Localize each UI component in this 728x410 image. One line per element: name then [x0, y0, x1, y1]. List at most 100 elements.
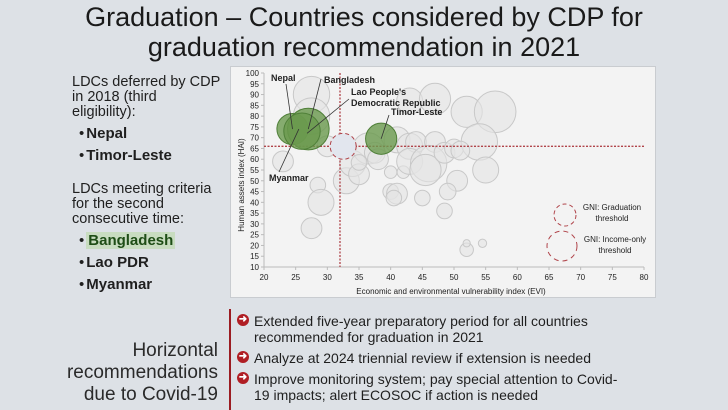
- country-myanmar: Myanmar: [79, 277, 232, 293]
- recommendation-3-line-2: 19 impacts; alert ECOSOC if action is ne…: [254, 387, 539, 403]
- timor-leste-bubble: [365, 122, 398, 155]
- y-tick-label: 60: [250, 155, 259, 164]
- ldc-bubble: [438, 182, 457, 201]
- myanmar-label: Myanmar: [269, 173, 309, 183]
- title-line-2: graduation recommendation in 2021: [147, 32, 581, 62]
- bubble-chart: 10 15 20 25 30 35 40 45 50 55 60 65 70 75 80 85 90 95 100 2…: [230, 66, 656, 298]
- x-tick-label: 50: [450, 273, 459, 282]
- legend-income-only-label-2: threshold: [599, 246, 632, 255]
- horizontal-recommendations-heading: Horizontal recommendations due to Covid-…: [0, 340, 218, 406]
- legend-income-only-label-1: GNI: Income-only: [584, 235, 646, 244]
- country-nepal: Nepal: [79, 126, 232, 142]
- myanmar-leader-line: [278, 128, 300, 173]
- x-tick-label: 40: [386, 273, 395, 282]
- x-tick-label: 45: [418, 273, 427, 282]
- circled-arrow-right-icon: ➜: [237, 372, 249, 384]
- x-tick-label: 20: [260, 273, 269, 282]
- y-tick-label: 25: [250, 231, 259, 240]
- timor-leste-leader-line: [380, 114, 390, 139]
- x-tick-label: 70: [576, 273, 585, 282]
- ldc-bubble: [307, 188, 335, 216]
- ldc-bubble: [414, 189, 431, 207]
- y-tick-label: 55: [250, 166, 259, 175]
- highlighted-bubbles: [276, 107, 398, 160]
- legend-graduation-label-1: GNI: Graduation: [583, 203, 641, 212]
- x-tick-label: 35: [355, 273, 364, 282]
- heading-line-2: recommendations: [66, 362, 218, 383]
- vertical-divider: [229, 309, 231, 410]
- country-timor-leste: Timor-Leste: [79, 148, 232, 164]
- x-tick-label: 75: [608, 273, 617, 282]
- recommendation-item: ➜ Improve monitoring system; pay special…: [237, 371, 677, 403]
- lao-label-2: Democratic Republic: [351, 98, 441, 108]
- bangladesh-highlight: Bangladesh: [86, 232, 176, 249]
- nepal-label: Nepal: [271, 73, 296, 83]
- y-tick-label: 100: [246, 69, 260, 78]
- country-bangladesh: Bangladesh: [79, 232, 232, 249]
- ldc-bubble: [477, 238, 488, 248]
- bangladesh-label: Bangladesh: [324, 75, 375, 85]
- second-time-group: LDCs meeting criteria for the second con…: [72, 182, 232, 293]
- x-tick-label: 55: [481, 273, 490, 282]
- x-tick-label: 30: [323, 273, 332, 282]
- ldc-bubble: [462, 239, 471, 248]
- ldc-bubble: [350, 154, 368, 171]
- recommendation-2-line-1: Analyze at 2024 triennial review if exte…: [254, 350, 591, 366]
- y-tick-label: 30: [250, 220, 259, 229]
- deferred-heading-2: in 2018 (third: [72, 89, 157, 105]
- x-tick-label: 60: [513, 273, 522, 282]
- axes: 1015202530354045505560657075808590951002…: [246, 69, 649, 282]
- deferred-heading-1: LDCs deferred by CDP: [72, 74, 221, 90]
- lao-pdr-bubble: [329, 132, 357, 160]
- y-tick-label: 70: [250, 134, 259, 143]
- circled-arrow-right-icon: ➜: [237, 351, 249, 363]
- heading-line-1: Horizontal: [132, 340, 218, 361]
- deferred-group: LDCs deferred by CDP in 2018 (third elig…: [72, 75, 232, 164]
- second-time-heading-1: LDCs meeting criteria: [72, 181, 212, 197]
- graduation-threshold-legend-icon: [553, 203, 577, 227]
- heading-line-3: due to Covid-19: [83, 384, 218, 405]
- y-tick-label: 20: [250, 241, 259, 250]
- myanmar-bubble: [283, 112, 321, 150]
- recommendation-3-line-1: Improve monitoring system; pay special a…: [254, 371, 618, 387]
- ldc-bubble: [450, 140, 471, 161]
- circled-arrow-right-icon: ➜: [237, 314, 249, 326]
- threshold-lines: [264, 73, 644, 267]
- ldc-bubble: [472, 156, 500, 184]
- legend-graduation-label-2: threshold: [596, 214, 629, 223]
- y-tick-label: 90: [250, 91, 259, 100]
- x-tick-label: 65: [545, 273, 554, 282]
- x-tick-label: 80: [640, 273, 649, 282]
- y-tick-label: 40: [250, 198, 259, 207]
- country-lists: LDCs deferred by CDP in 2018 (third elig…: [72, 75, 232, 307]
- ldc-bubble: [383, 165, 398, 179]
- country-lao-pdr: Lao PDR: [79, 255, 232, 271]
- y-tick-label: 15: [250, 252, 259, 261]
- second-time-heading-3: consecutive time:: [72, 211, 185, 227]
- ldc-bubble: [272, 150, 294, 173]
- timor-leste-label: Timor-Leste: [391, 107, 442, 117]
- y-tick-label: 35: [250, 209, 259, 218]
- ldc-bubble: [409, 153, 442, 187]
- x-tick-label: 25: [291, 273, 300, 282]
- ldc-bubble: [436, 202, 453, 220]
- ldc-bubble: [418, 82, 452, 115]
- y-tick-label: 80: [250, 112, 259, 121]
- lao-label-1: Lao People's: [351, 87, 406, 97]
- y-tick-label: 50: [250, 177, 259, 186]
- y-tick-label: 95: [250, 80, 259, 89]
- y-tick-label: 65: [250, 144, 259, 153]
- recommendation-item: ➜ Analyze at 2024 triennial review if ex…: [237, 350, 677, 366]
- nepal-leader-line: [285, 83, 293, 130]
- ldc-bubble: [385, 189, 403, 207]
- ldc-bubble: [300, 217, 323, 240]
- other-ldc-bubbles: [272, 75, 517, 258]
- recommendation-item: ➜ Extended five-year preparatory period …: [237, 313, 677, 345]
- title-line-1: Graduation – Countries considered by CDP…: [85, 2, 643, 32]
- recommendation-1-line-1: Extended five-year preparatory period fo…: [254, 313, 588, 329]
- x-axis-label: Economic and environmental vulnerability…: [356, 287, 546, 296]
- bangladesh-leader-line: [307, 78, 322, 130]
- recommendations-list: ➜ Extended five-year preparatory period …: [237, 313, 677, 408]
- second-time-heading-2: for the second: [72, 196, 164, 212]
